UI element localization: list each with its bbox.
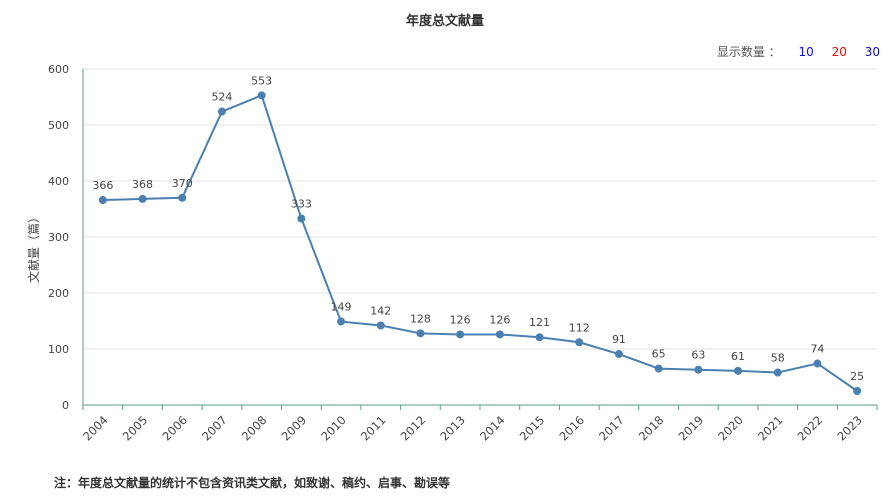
data-label: 524 <box>211 91 232 104</box>
display-count-option-20[interactable]: 20 <box>831 45 847 59</box>
x-tick-label: 2009 <box>279 413 310 444</box>
data-label: 25 <box>850 370 864 383</box>
x-tick-label: 2016 <box>556 413 587 444</box>
y-tick-label: 200 <box>48 287 69 300</box>
data-label: 370 <box>172 177 193 190</box>
data-point <box>813 359 822 368</box>
y-tick-label: 600 <box>48 63 69 76</box>
display-count-label: 显示数量 ： <box>716 45 781 59</box>
data-label: 368 <box>132 178 153 191</box>
x-tick-label: 2007 <box>199 413 230 444</box>
data-label: 366 <box>92 179 113 192</box>
display-count-selector: 显示数量 ： 10 20 30 <box>717 43 880 60</box>
data-point <box>694 365 703 374</box>
x-tick-label: 2018 <box>636 413 667 444</box>
data-label: 61 <box>731 350 745 363</box>
data-label: 142 <box>370 304 391 317</box>
x-tick-label: 2023 <box>834 413 865 444</box>
data-point <box>654 364 663 373</box>
x-tick-label: 2017 <box>596 413 627 444</box>
footnote: 注：年度总文献量的统计不包含资讯类文献，如致谢、稿约、启事、勘误等 <box>54 476 451 490</box>
data-point <box>376 321 385 330</box>
data-label: 126 <box>489 313 510 326</box>
data-point <box>853 387 862 395</box>
data-point <box>217 107 226 116</box>
data-point <box>257 91 266 100</box>
data-label: 553 <box>251 74 272 87</box>
display-count-option-10[interactable]: 10 <box>798 45 814 59</box>
y-axis-label: 文献量（篇） <box>26 211 41 283</box>
y-tick-label: 400 <box>48 175 69 188</box>
series-line <box>102 93 858 392</box>
data-point <box>138 194 147 203</box>
data-point <box>337 317 346 326</box>
x-tick-label: 2006 <box>159 413 190 444</box>
data-point <box>535 333 544 342</box>
data-label: 91 <box>612 333 626 346</box>
data-label: 74 <box>810 343 824 356</box>
x-tick-label: 2022 <box>795 413 826 444</box>
x-tick-label: 2015 <box>517 413 548 444</box>
chart-title: 年度总文献量 <box>405 14 484 29</box>
y-tick-label: 300 <box>48 231 69 244</box>
x-tick-label: 2005 <box>120 413 151 444</box>
x-tick-label: 2014 <box>477 413 508 444</box>
x-tick-label: 2010 <box>318 413 349 444</box>
data-label: 58 <box>771 352 785 365</box>
data-point <box>456 330 465 339</box>
x-tick-label: 2019 <box>676 413 707 444</box>
x-tick-label: 2004 <box>80 413 111 444</box>
data-point <box>297 214 306 223</box>
data-point <box>614 350 623 359</box>
x-tick-label: 2013 <box>437 413 468 444</box>
y-tick-label: 500 <box>48 119 69 132</box>
y-tick-label: 100 <box>48 343 69 356</box>
y-tick-label: 0 <box>62 399 69 412</box>
data-label: 63 <box>691 349 705 362</box>
line-chart: 0 100 200 300 400 500 600 2004 2005 2006 2007 2008 2… <box>26 63 878 444</box>
x-tick-label: 2020 <box>715 413 746 444</box>
x-tick-label: 2008 <box>239 413 270 444</box>
data-point <box>98 196 107 205</box>
x-tick-label: 2011 <box>358 413 389 444</box>
data-label: 126 <box>450 313 471 326</box>
data-label: 65 <box>652 348 666 361</box>
data-point <box>773 368 782 377</box>
data-point <box>575 338 584 347</box>
data-point <box>416 329 425 338</box>
x-tick-label: 2021 <box>755 413 786 444</box>
data-label: 333 <box>291 198 312 211</box>
data-point <box>734 366 743 375</box>
data-point <box>178 193 187 202</box>
data-label: 128 <box>410 312 431 325</box>
data-label: 112 <box>569 321 590 334</box>
data-point <box>495 330 504 339</box>
data-label: 121 <box>529 316 550 329</box>
x-tick-label: 2012 <box>398 413 429 444</box>
data-label: 149 <box>331 301 352 314</box>
display-count-option-30[interactable]: 30 <box>864 45 880 59</box>
